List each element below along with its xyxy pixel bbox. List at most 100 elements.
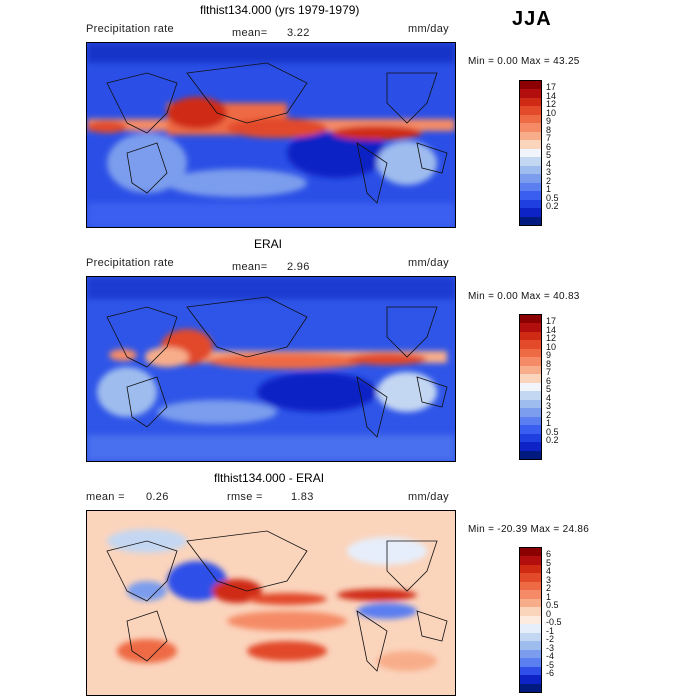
colorbar-swatch [520, 216, 541, 225]
colorbar-swatch [520, 564, 541, 574]
colorbar-swatch [520, 658, 541, 667]
colorbar-swatch [520, 323, 541, 332]
colorbar-swatch [520, 208, 541, 217]
panel-3-minmax: Min = -20.39 Max = 24.86 [468, 524, 590, 535]
colorbar-swatch [520, 365, 541, 375]
colorbar-tick-label: 0 [546, 608, 552, 619]
colorbar-tick-label: 1 [546, 591, 552, 602]
colorbar-tick-label: -0.5 [546, 617, 562, 628]
panel-2-variable-label: Precipitation rate [86, 257, 174, 269]
colorbar-swatch [520, 89, 541, 98]
colorbar-tick-label: 12 [546, 99, 557, 110]
colorbar-tick-label: 0.5 [546, 192, 559, 203]
panel-1-map-svg [87, 43, 455, 227]
colorbar-swatch [520, 675, 541, 684]
colorbar-tick-label: 2 [546, 175, 552, 186]
colorbar-tick-label: 7 [546, 133, 552, 144]
colorbar-tick-label: 1 [546, 184, 552, 195]
colorbar-tick-label: 14 [546, 90, 557, 101]
colorbar-swatch [520, 590, 541, 599]
colorbar-swatch [520, 399, 541, 409]
colorbar-tick-label: 17 [546, 82, 557, 93]
colorbar-tick-label: 10 [546, 107, 557, 118]
colorbar-swatch [520, 315, 541, 324]
colorbar-swatch [520, 148, 541, 158]
colorbar-swatch [520, 649, 541, 659]
colorbar-swatch [520, 683, 541, 692]
colorbar-swatch [520, 416, 541, 426]
panel-1-mean-label: mean= [232, 27, 268, 39]
panel-3-rmse-value: 1.83 [291, 491, 314, 503]
colorbar-swatch [520, 382, 541, 392]
panel-2-map-svg [87, 277, 455, 461]
colorbar-tick-label: 4 [546, 392, 552, 403]
colorbar-swatch [520, 174, 541, 183]
colorbar-swatch [520, 331, 541, 341]
panel-1-title: flthist134.000 (yrs 1979-1979) [200, 3, 360, 17]
panel-2-precip-map [86, 276, 456, 462]
colorbar-tick-label: 1 [546, 418, 552, 429]
colorbar-tick-label: 6 [546, 549, 552, 560]
colorbar-swatch [520, 106, 541, 115]
panel-3-units: mm/day [408, 491, 449, 503]
colorbar-tick-label: 4 [546, 158, 552, 169]
colorbar-swatch [520, 632, 541, 642]
colorbar-swatch [520, 442, 541, 451]
colorbar-tick-label: 2 [546, 409, 552, 420]
colorbar-swatch [520, 97, 541, 107]
colorbar-swatch [520, 556, 541, 565]
colorbar-tick-label: 12 [546, 333, 557, 344]
panel-1-mean-value: 3.22 [287, 27, 310, 39]
colorbar-swatch [520, 408, 541, 417]
colorbar-tick-label: 5 [546, 384, 552, 395]
panel-1-colorbar [519, 80, 542, 226]
colorbar-tick-label: -3 [546, 642, 555, 653]
panel-1-precip-map [86, 42, 456, 228]
colorbar-swatch [520, 391, 541, 400]
colorbar-swatch [520, 182, 541, 192]
colorbar-swatch [520, 598, 541, 608]
colorbar-tick-label: 3 [546, 401, 552, 412]
colorbar-swatch [520, 624, 541, 633]
colorbar-swatch [520, 357, 541, 366]
colorbar-tick-label: 2 [546, 583, 552, 594]
panel-3-difference-map [86, 510, 456, 696]
colorbar-swatch [520, 165, 541, 175]
colorbar-tick-label: -5 [546, 659, 555, 670]
colorbar-tick-label: -4 [546, 651, 555, 662]
colorbar-tick-label: -1 [546, 625, 555, 636]
colorbar-tick-label: 6 [546, 141, 552, 152]
colorbar-tick-label: -2 [546, 634, 555, 645]
panel-1-units: mm/day [408, 23, 449, 35]
colorbar-swatch [520, 374, 541, 383]
colorbar-tick-label: 5 [546, 150, 552, 161]
panel-2-mean-value: 2.96 [287, 261, 310, 273]
colorbar-tick-label: 3 [546, 574, 552, 585]
colorbar-tick-label: 0.2 [546, 435, 559, 446]
colorbar-tick-label: 0.2 [546, 201, 559, 212]
colorbar-tick-label: 17 [546, 316, 557, 327]
colorbar-tick-label: 7 [546, 367, 552, 378]
panel-1-variable-label: Precipitation rate [86, 23, 174, 35]
panel-2-units: mm/day [408, 257, 449, 269]
colorbar-swatch [520, 581, 541, 591]
colorbar-swatch [520, 199, 541, 209]
colorbar-tick-label: 6 [546, 375, 552, 386]
colorbar-tick-label: 5 [546, 557, 552, 568]
panel-3-mean-value: 0.26 [146, 491, 169, 503]
colorbar-swatch [520, 433, 541, 443]
colorbar-tick-label: 0.5 [546, 426, 559, 437]
colorbar-swatch [520, 425, 541, 434]
colorbar-swatch [520, 666, 541, 676]
colorbar-tick-label: 8 [546, 358, 552, 369]
colorbar-swatch [520, 641, 541, 650]
colorbar-tick-label: 3 [546, 167, 552, 178]
colorbar-tick-label: -6 [546, 668, 555, 679]
colorbar-swatch [520, 340, 541, 349]
colorbar-swatch [520, 615, 541, 625]
colorbar-swatch [520, 81, 541, 90]
colorbar-swatch [520, 348, 541, 358]
panel-3-colorbar [519, 547, 542, 693]
colorbar-swatch [520, 157, 541, 166]
colorbar-tick-label: 14 [546, 324, 557, 335]
